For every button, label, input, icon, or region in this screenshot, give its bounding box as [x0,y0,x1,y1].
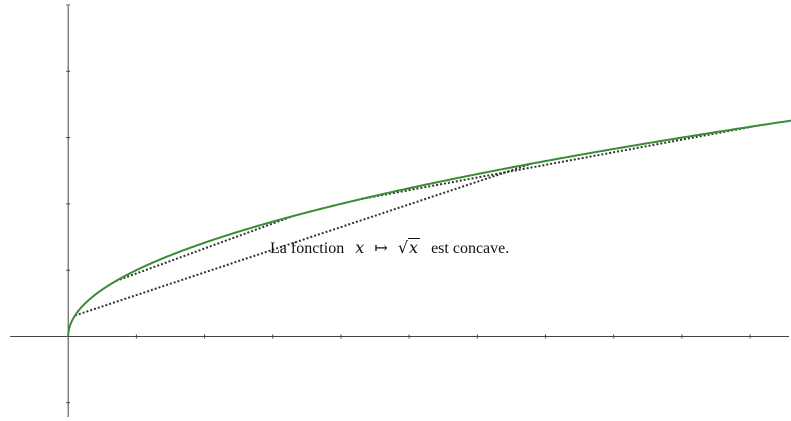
caption-prefix: La fonction [270,240,345,257]
maps-to-symbol: ↦ [374,238,388,257]
radicand-variable: x [408,238,421,257]
chord-line [115,215,294,282]
radical-symbol: √ [397,238,409,257]
caption-suffix: est concave. [431,240,510,257]
sqrt-curve [67,119,791,337]
caption-math-variable: x [355,238,365,257]
chord-line [361,124,758,200]
square-root-expression: √x [397,234,421,262]
concavity-caption: La fonction x ↦ √x est concave. [270,234,509,263]
chord-line [74,162,533,317]
caption-math-expression: x ↦ √x [355,234,421,262]
